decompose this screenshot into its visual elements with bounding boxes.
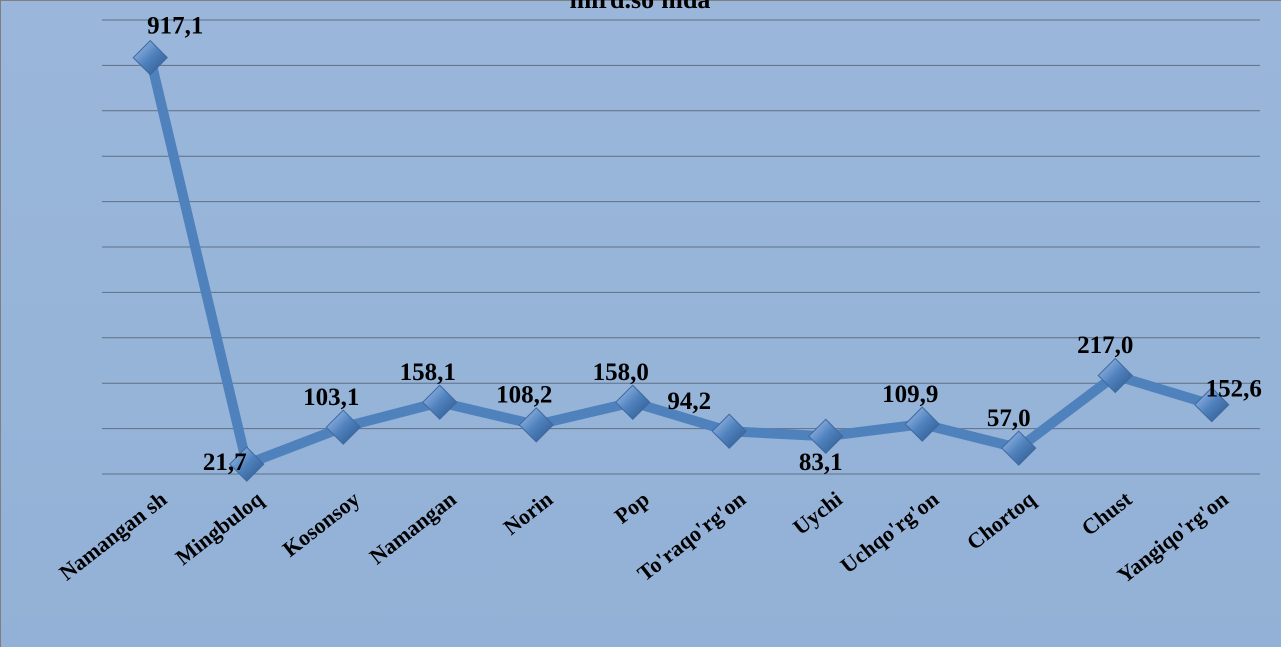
- data-label: 108,2: [496, 382, 552, 409]
- data-label: 109,9: [882, 381, 938, 408]
- marker: [1097, 357, 1133, 394]
- marker: [1001, 430, 1037, 466]
- data-label: 917,1: [147, 12, 203, 39]
- data-label: 158,1: [400, 359, 456, 386]
- series-line: [145, 56, 1214, 470]
- data-label: 158,0: [593, 359, 649, 386]
- marker: [132, 39, 168, 76]
- marker: [422, 384, 458, 420]
- data-label: 217,0: [1077, 332, 1133, 359]
- marker: [325, 409, 361, 445]
- marker: [904, 406, 940, 442]
- data-label: 21,7: [203, 449, 247, 476]
- marker: [229, 446, 265, 482]
- chart-title: mlrd.so'mda: [570, 0, 711, 14]
- marker: [518, 407, 554, 443]
- marker: [615, 384, 651, 420]
- marker: [808, 418, 844, 454]
- data-label: 94,2: [667, 388, 711, 415]
- data-label: 152,6: [1206, 375, 1262, 402]
- data-label: 83,1: [799, 449, 843, 476]
- marker: [1194, 387, 1230, 423]
- data-label: 103,1: [303, 384, 359, 411]
- marker: [711, 413, 747, 449]
- data-label: 57,0: [987, 405, 1031, 432]
